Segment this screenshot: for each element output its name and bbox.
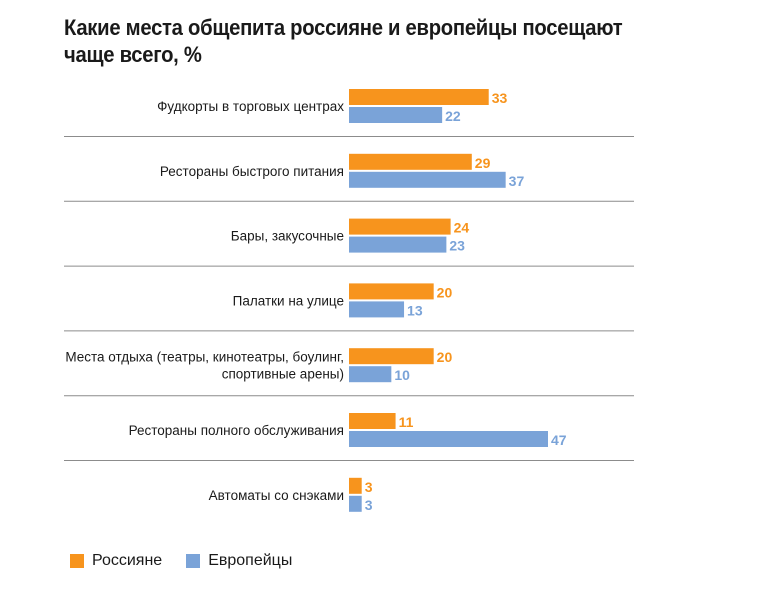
bar-russians: [349, 218, 451, 235]
value-label: 10: [394, 367, 410, 383]
value-label: 13: [407, 302, 423, 318]
category-label: Автоматы со снэками: [209, 488, 344, 503]
bar-europeans: [349, 107, 443, 123]
bar-europeans: [349, 236, 447, 253]
bar-europeans: [349, 431, 548, 447]
category-label: Рестораны быстрого питания: [160, 164, 344, 179]
value-label: 3: [365, 479, 373, 495]
bar-europeans: [349, 171, 506, 188]
value-label: 37: [509, 173, 525, 189]
value-label: 29: [475, 155, 491, 171]
value-label: 24: [454, 220, 470, 236]
category-label: Рестораны полного обслуживания: [129, 423, 344, 438]
category-label: Палатки на улице: [233, 293, 344, 308]
value-label: 33: [492, 90, 508, 106]
category-label: Места отдыха (театры, кинотеатры, боулин…: [65, 350, 344, 365]
category-label: спортивные арены): [222, 367, 344, 382]
legend: Россияне Европейцы: [70, 552, 316, 570]
value-label: 47: [551, 432, 567, 448]
value-label: 3: [365, 497, 373, 513]
value-label: 11: [399, 414, 414, 430]
bar-russians: [349, 477, 362, 494]
value-label: 20: [437, 284, 453, 300]
bar-russians: [349, 283, 434, 300]
bar-europeans: [349, 495, 362, 512]
legend-swatch-europeans: [186, 554, 201, 568]
legend-item-russians: Россияне: [70, 552, 162, 570]
bar-europeans: [349, 301, 405, 318]
bar-russians: [349, 413, 396, 429]
value-label: 20: [437, 349, 453, 365]
chart-title: Какие места общепита россияне и европейц…: [64, 15, 623, 67]
value-label: 23: [449, 238, 465, 254]
legend-swatch-russians: [70, 554, 84, 568]
legend-label-russians: Россияне: [92, 552, 163, 569]
value-label: 22: [445, 108, 461, 124]
bar-russians: [349, 89, 489, 105]
legend-label-europeans: Европейцы: [208, 552, 293, 569]
category-label: Бары, закусочные: [231, 229, 344, 244]
bar-russians: [349, 153, 472, 170]
legend-item-europeans: Европейцы: [186, 552, 292, 570]
bar-europeans: [349, 366, 392, 383]
category-label: Фудкорты в торговых центрах: [157, 99, 344, 114]
bar-russians: [349, 348, 434, 365]
